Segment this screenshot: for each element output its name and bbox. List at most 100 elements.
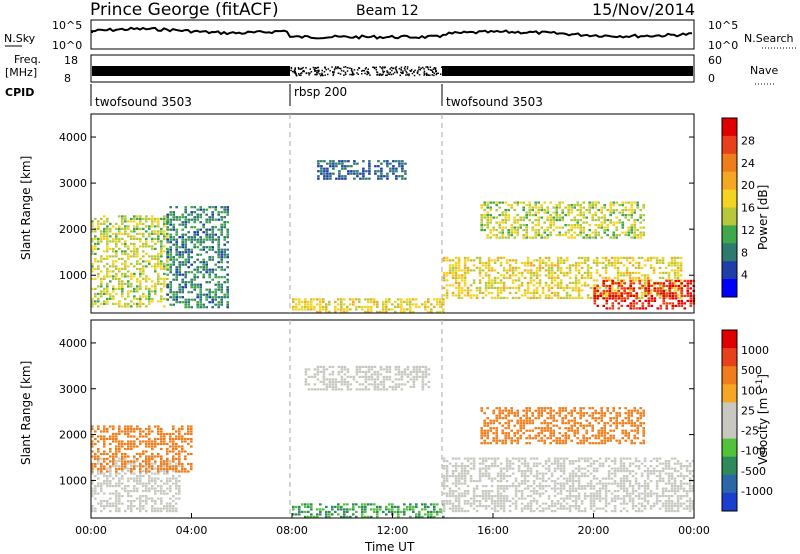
data-cell — [610, 500, 614, 503]
data-cell — [172, 243, 175, 246]
data-cell — [217, 276, 220, 279]
data-cell — [151, 467, 154, 471]
data-cell — [406, 508, 409, 511]
data-cell — [567, 231, 570, 234]
data-cell — [385, 505, 388, 508]
freq-sample-dot — [299, 68, 302, 70]
freq-sample-dot — [342, 70, 345, 72]
data-cell — [376, 513, 379, 516]
data-cell — [526, 281, 530, 284]
data-cell — [604, 500, 608, 503]
data-cell — [514, 279, 518, 282]
data-cell — [632, 299, 636, 302]
data-cell — [607, 259, 611, 262]
data-cell — [489, 216, 492, 219]
data-cell — [547, 495, 551, 498]
data-cell — [364, 375, 368, 378]
data-cell — [202, 303, 205, 306]
data-cell — [544, 274, 548, 277]
data-cell — [632, 282, 636, 285]
data-cell — [592, 279, 596, 282]
data-cell — [340, 370, 344, 373]
data-cell — [205, 228, 208, 231]
data-cell — [385, 388, 389, 391]
freq-sample-dot — [369, 74, 371, 76]
data-cell — [226, 213, 229, 216]
data-cell — [406, 368, 410, 371]
data-cell — [523, 269, 527, 272]
data-cell — [181, 291, 184, 294]
data-cell — [424, 375, 428, 378]
data-cell — [181, 288, 184, 291]
data-cell — [322, 383, 326, 386]
data-cell — [335, 162, 338, 165]
data-cell — [618, 234, 621, 237]
data-cell — [151, 472, 154, 475]
data-cell — [310, 375, 314, 378]
data-cell — [160, 497, 163, 500]
data-cell — [534, 214, 537, 217]
data-cell — [508, 465, 512, 468]
data-cell — [595, 256, 599, 259]
data-cell — [555, 214, 558, 217]
data-cell — [199, 266, 202, 269]
data-cell — [373, 383, 377, 386]
data-cell — [178, 465, 181, 468]
data-cell — [547, 276, 551, 279]
data-cell — [154, 462, 157, 465]
colorbar-tick-label: 4 — [741, 269, 748, 282]
data-cell — [484, 465, 488, 468]
data-cell — [154, 287, 157, 290]
data-cell — [112, 237, 115, 240]
data-cell — [448, 475, 452, 478]
data-cell — [631, 259, 635, 262]
data-cell — [196, 233, 199, 236]
data-cell — [421, 303, 424, 306]
data-cell — [513, 226, 516, 229]
data-cell — [112, 247, 115, 250]
freq-sample-dot — [413, 74, 416, 77]
data-cell — [103, 250, 106, 253]
data-cell — [103, 222, 106, 225]
freq-sample-dot — [427, 67, 429, 69]
data-cell — [181, 238, 184, 241]
data-cell — [559, 462, 563, 465]
data-cell — [320, 170, 323, 173]
data-cell — [205, 288, 208, 291]
data-cell — [609, 219, 612, 222]
data-cell — [118, 230, 121, 233]
data-cell — [118, 257, 121, 260]
data-cell — [355, 298, 358, 301]
data-cell — [519, 216, 522, 219]
data-cell — [385, 375, 389, 378]
freq-sample-dot — [410, 70, 412, 72]
data-cell — [495, 234, 498, 237]
data-cell — [538, 279, 542, 282]
data-cell — [391, 388, 395, 391]
data-cell — [100, 485, 103, 488]
data-cell — [622, 480, 626, 483]
data-cell — [466, 492, 470, 495]
data-cell — [490, 477, 494, 480]
freq-sample-dot — [293, 71, 295, 73]
data-cell — [514, 502, 518, 505]
data-cell — [625, 256, 629, 259]
data-cell — [689, 299, 693, 302]
data-cell — [457, 281, 461, 284]
data-cell — [601, 477, 605, 480]
data-cell — [337, 503, 340, 506]
data-cell — [385, 513, 388, 516]
data-cell — [558, 206, 561, 209]
freq-sample-dot — [423, 68, 425, 70]
freq-sample-dot — [332, 73, 335, 75]
data-cell — [597, 209, 600, 212]
data-cell — [601, 507, 605, 510]
data-cell — [124, 230, 127, 233]
data-cell — [175, 271, 178, 274]
data-cell — [460, 276, 464, 279]
data-cell — [166, 492, 169, 495]
data-cell — [142, 465, 145, 468]
data-cell — [613, 457, 617, 460]
data-cell — [637, 261, 641, 264]
data-cell — [103, 482, 106, 485]
